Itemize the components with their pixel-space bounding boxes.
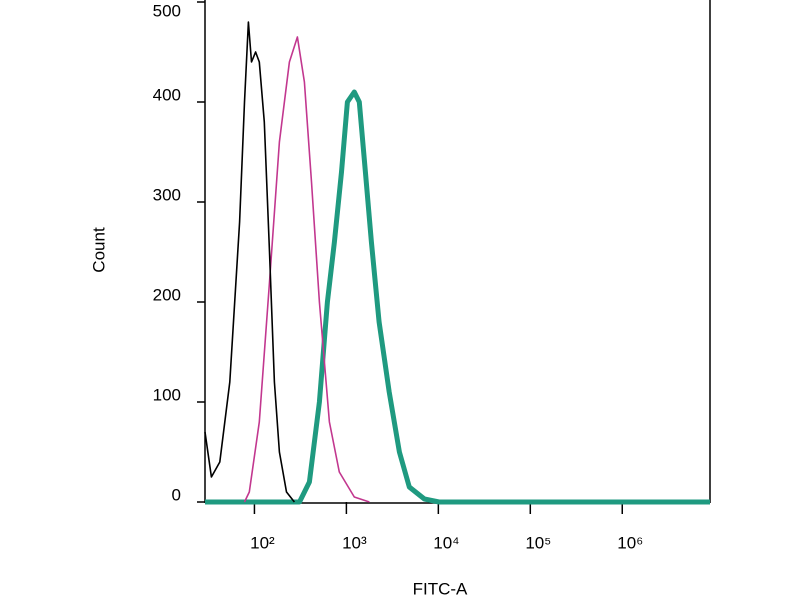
y-tick-label: 500	[153, 1, 181, 20]
y-axis-label: Count	[89, 227, 108, 273]
x-tick-label: 10²	[250, 533, 275, 552]
y-tick-label: 100	[153, 385, 181, 404]
y-tick-label: 200	[153, 285, 181, 304]
x-axis-label: FITC-A	[413, 579, 468, 598]
x-tick-label: 10⁵	[525, 533, 551, 552]
series-line	[205, 89, 710, 505]
series-line	[204, 21, 296, 503]
y-tick-label: 300	[153, 185, 181, 204]
x-tick-label: 10³	[342, 533, 367, 552]
y-tick-label: 0	[172, 485, 181, 504]
x-tick-label: 10⁶	[617, 533, 643, 552]
series-line	[243, 36, 370, 503]
y-tick-label: 400	[153, 85, 181, 104]
x-tick-label: 10⁴	[433, 533, 459, 552]
